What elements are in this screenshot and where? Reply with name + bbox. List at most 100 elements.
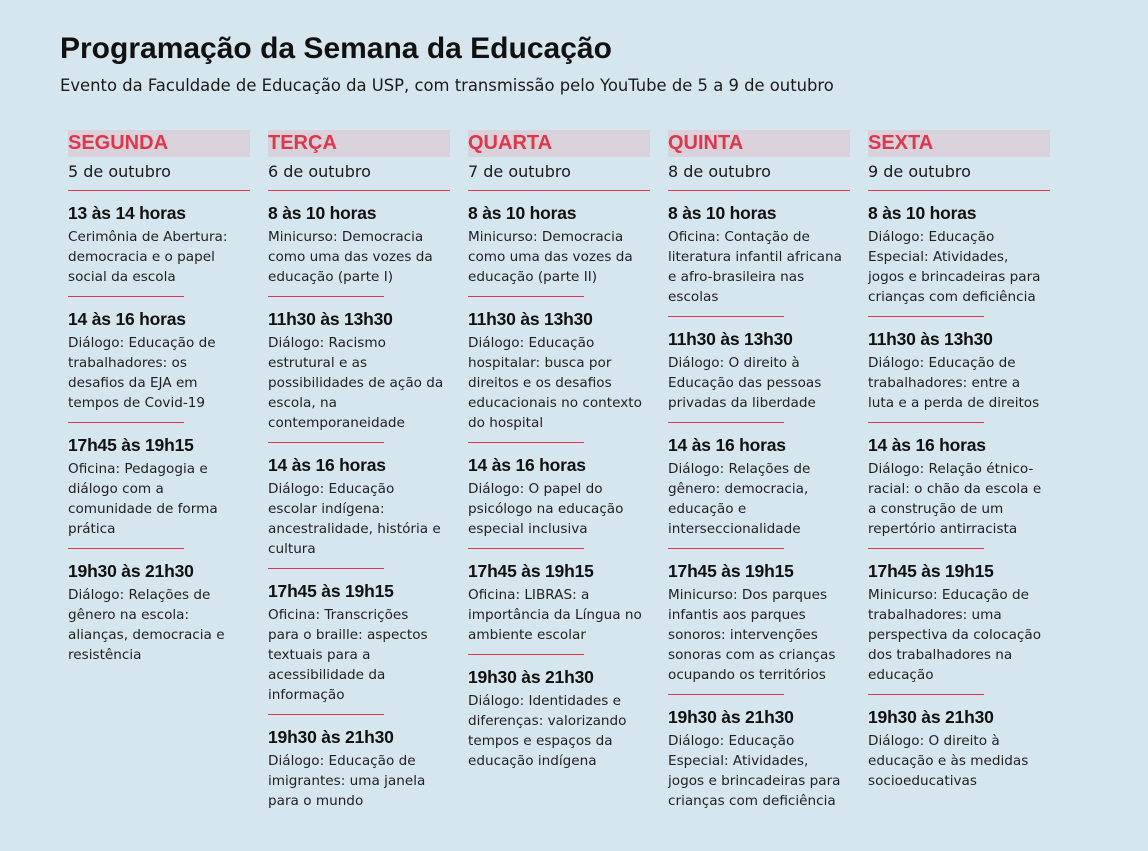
event-description-line: Diálogo: Educação [268,481,395,497]
event-description-line: especial inclusiva [468,521,588,537]
page-subtitle: Evento da Faculdade de Educação da USP, … [60,76,834,95]
event-item: 17h45 às 19h15 Oficina: LIBRAS: a importân… [468,559,650,655]
event-description-line: cultura [268,541,316,557]
event-description-line: educação [868,667,934,683]
event-item: 19h30 às 21h30 Diálogo: Educação Especial:… [668,705,850,811]
event-item: 14 às 16 horas Diálogo: Educação de trabal… [68,307,250,423]
event-time: 8 às 10 horas [868,203,977,223]
event-time: 13 às 14 horas [68,203,186,223]
day-date: 9 de outubro [868,162,971,181]
event-description-line: perspectiva da colocação [868,627,1042,643]
event-description-line: e afro-brasileira nas [668,269,805,285]
event-separator [668,548,784,549]
event-description-line: ancestralidade, história e [268,521,441,537]
event-description-line: educação indígena [468,753,597,769]
event-time: 14 às 16 horas [468,455,586,475]
event-time: 11h30 às 13h30 [268,309,393,329]
event-description: Diálogo: O direito à Educação das pessoas… [668,353,850,413]
event-separator [668,694,784,695]
event-description-line: escolas [668,289,719,305]
event-description-line: jogos e brincadeiras para [668,773,841,789]
event-time: 11h30 às 13h30 [468,309,593,329]
event-description-line: textuais para a [268,647,371,663]
event-description: Diálogo: Educação escolar indígena: ancest… [268,479,450,559]
event-separator [268,714,384,715]
event-description-line: Minicurso: Dos parques [668,587,828,603]
page-title: Programação da Semana da Educação [60,32,612,65]
event-item: 11h30 às 13h30 Diálogo: Educação de trabal… [868,327,1050,423]
event-item: 19h30 às 21h30 Diálogo: O direito à educaç… [868,705,1050,791]
event-description-line: importância da Língua no [468,607,642,623]
event-description-line: Diálogo: O direito à [868,733,1000,749]
event-description-line: contemporaneidade [268,415,405,431]
event-description-line: Oficina: Transcrições [268,607,409,623]
event-description-line: Especial: Atividades, [668,753,809,769]
day-name: SEGUNDA [68,130,250,157]
event-item: 14 às 16 horas Diálogo: O papel do psicólo… [468,453,650,549]
day-divider [668,190,850,191]
event-description: Diálogo: Educação de trabalhadores: os des… [68,333,250,413]
event-time: 14 às 16 horas [68,309,186,329]
event-description: Diálogo: Relação étnico-racial: o chão d… [868,459,1050,539]
event-description-line: Minicurso: Democracia [268,229,424,245]
event-separator [468,654,584,655]
event-description-line: educacionais no contexto [468,395,642,411]
event-item: 14 às 16 horas Diálogo: Relações de gênero… [668,433,850,549]
event-time: 14 às 16 horas [668,435,786,455]
event-description: Diálogo: Educação de trabalhadores: entre… [868,353,1050,413]
event-description-line: direitos e os desafios [468,375,612,391]
event-description: Diálogo: Educação hospitalar: busca por di… [468,333,650,433]
day-divider [468,190,650,191]
event-description-line: gênero: democracia, [668,481,809,497]
event-item: 19h30 às 21h30 Diálogo: Relações de gênero… [68,559,250,665]
event-description: Diálogo: Identidades e diferenças: valori… [468,691,650,771]
event-item: 11h30 às 13h30 Diálogo: Racismo estrutural… [268,307,450,443]
event-item: 14 às 16 horas Diálogo: Educação escolar i… [268,453,450,569]
event-description: Oficina: Transcrições para o braille: asp… [268,605,450,705]
day-name: SEXTA [868,130,1050,157]
event-description-line: escola, na [268,395,337,411]
event-description-line: imigrantes: uma janela [268,773,426,789]
event-description-line: trabalhadores: entre a [868,375,1021,391]
event-description-line: Diálogo: O papel do [468,481,603,497]
event-description-line: educação (parte II) [468,269,598,285]
event-description-line: alianças, democracia e [68,627,225,643]
event-description-line: ambiente escolar [468,627,586,643]
event-item: 11h30 às 13h30 Diálogo: O direito à Educaç… [668,327,850,423]
event-description-line: Diálogo: Relação étnico- [868,461,1034,477]
day-name: TERÇA [268,130,450,157]
day-name: QUARTA [468,130,650,157]
event-item: 8 às 10 horas Minicurso: Democracia como u… [468,201,650,297]
event-description-line: literatura infantil africana [668,249,842,265]
event-separator [68,422,184,423]
event-description-line: Diálogo: O direito à [668,355,800,371]
event-description-line: psicólogo na educação [468,501,624,517]
event-description-line: informação [268,687,345,703]
event-item: 8 às 10 horas Oficina: Contação de literat… [668,201,850,317]
event-description-line: repertório antirracista [868,521,1018,537]
event-separator [68,296,184,297]
event-description-line: Diálogo: Relações de [68,587,211,603]
day-column: QUARTA 7 de outubro 8 às 10 horas Minicurso… [468,130,650,771]
event-separator [468,296,584,297]
day-divider [868,190,1050,191]
event-description-line: socioeducativas [868,773,977,789]
event-time: 17h45 às 19h15 [668,561,794,581]
event-description-line: Oficina: Contação de [668,229,810,245]
event-description-line: crianças com deficiência [668,793,836,809]
event-description-line: para o braille: aspectos [268,627,428,643]
event-description-line: democracia e o papel [68,249,215,265]
event-description-line: Diálogo: Educação de [868,355,1016,371]
event-description: Minicurso: Educação de trabalhadores: uma… [868,585,1050,685]
event-description: Diálogo: Relações de gênero: democracia, e… [668,459,850,539]
event-item: 17h45 às 19h15 Minicurso: Dos parques infa… [668,559,850,695]
event-description-line: educação (parte I) [268,269,394,285]
event-item: 17h45 às 19h15 Minicurso: Educação de trab… [868,559,1050,695]
event-description-line: crianças com deficiência [868,289,1036,305]
day-date: 7 de outubro [468,162,571,181]
event-time: 14 às 16 horas [868,435,986,455]
event-description: Minicurso: Democracia como uma das vozes … [268,227,450,287]
day-divider [68,190,250,191]
event-description-line: Diálogo: Educação [668,733,795,749]
event-description-line: tempos e espaços da [468,733,613,749]
